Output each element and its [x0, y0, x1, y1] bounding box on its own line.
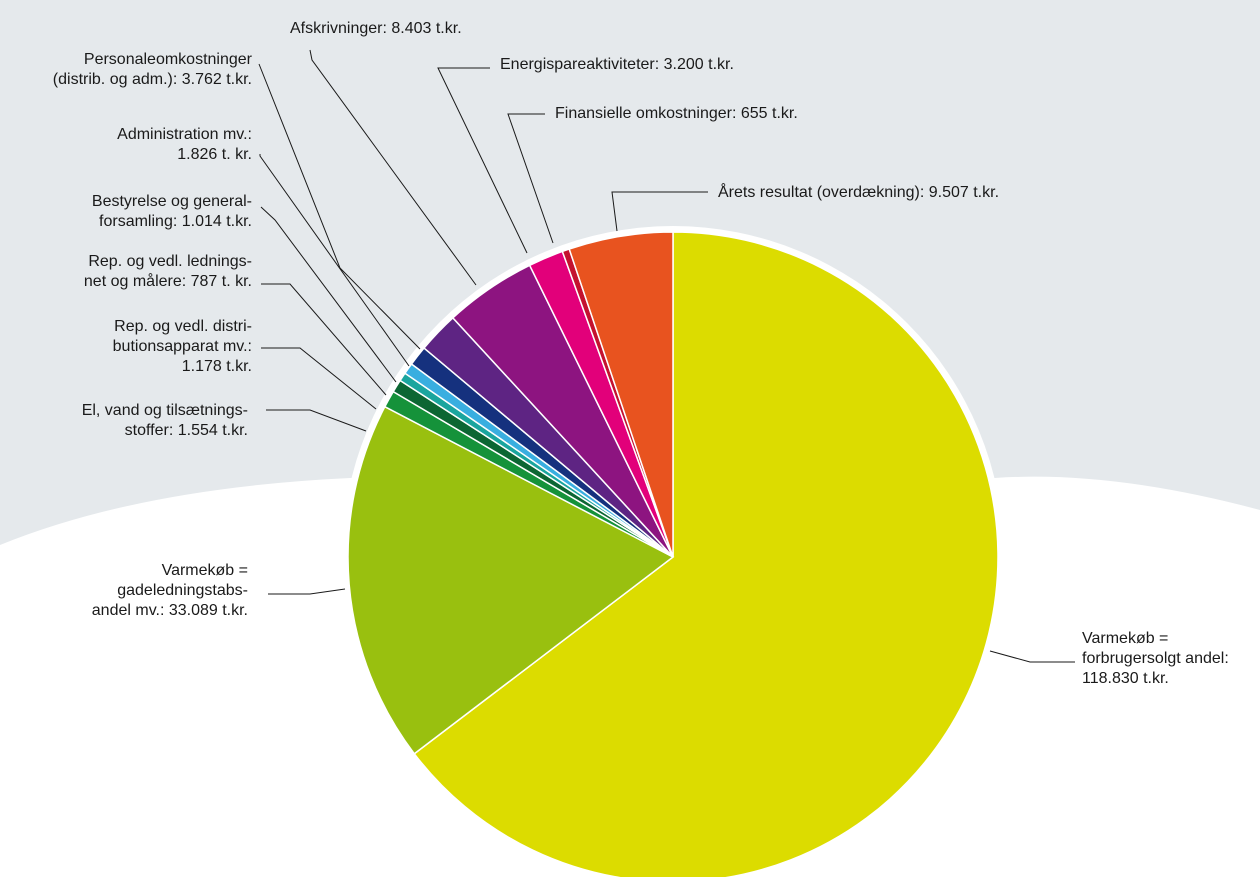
leader-line-10	[507, 113, 554, 244]
leader-lines	[258, 49, 1075, 663]
slice-label-line: El, vand og tilsætnings-	[82, 402, 248, 419]
slice-label-8: Afskrivninger: 8.403 t.kr.	[290, 20, 462, 37]
slice-label-line: gadeledningstabs-	[117, 582, 248, 599]
slice-label-line: 1.826 t. kr.	[177, 146, 252, 163]
leader-line-0	[989, 650, 1075, 663]
pie-slices	[347, 231, 999, 877]
slice-label-line: butionsapparat mv.:	[113, 338, 252, 355]
slice-label-line: Administration mv.:	[117, 126, 252, 143]
slice-label-line: Rep. og vedl. distri-	[114, 318, 252, 335]
slice-label-4: Rep. og vedl. lednings-net og målere: 78…	[84, 253, 252, 290]
slice-label-line: forbrugersolgt andel:	[1082, 650, 1229, 667]
slice-label-line: Varmekøb =	[1082, 630, 1168, 647]
pie-slice-1	[347, 405, 675, 755]
pie-slice-11	[568, 231, 674, 558]
slice-label-line: Afskrivninger: 8.403 t.kr.	[290, 20, 462, 37]
leader-line-8	[309, 49, 477, 286]
slice-label-line: (distrib. og adm.): 3.762 t.kr.	[53, 71, 252, 88]
leader-line-7	[258, 63, 421, 350]
slice-label-line: andel mv.: 33.089 t.kr.	[92, 602, 248, 619]
slice-label-3: Rep. og vedl. distri-butionsapparat mv.:…	[113, 318, 252, 375]
slice-label-11: Årets resultat (overdækning): 9.507 t.kr…	[718, 182, 999, 201]
slice-label-1: Varmekøb = gadeledningstabs-andel mv.: 33…	[92, 562, 248, 619]
leader-line-2	[266, 409, 367, 432]
slice-label-line: Finansielle omkostninger: 655 t.kr.	[555, 105, 798, 122]
slice-label-line: Personaleomkostninger	[84, 51, 253, 68]
slice-label-9: Energispareaktiviteter: 3.200 t.kr.	[500, 56, 734, 73]
leader-line-11	[611, 191, 708, 232]
leader-line-6	[259, 154, 410, 367]
leader-line-4	[261, 283, 387, 396]
slice-label-line: Bestyrelse og general-	[92, 193, 252, 210]
slice-label-line: 118.830 t.kr.	[1082, 670, 1169, 687]
slice-label-line: Årets resultat (overdækning): 9.507 t.kr…	[718, 182, 999, 201]
leader-line-1	[268, 588, 346, 595]
slice-label-6: Administration mv.: 1.826 t. kr.	[117, 126, 252, 163]
slice-label-line: Varmekøb =	[162, 562, 248, 579]
slice-label-5: Bestyrelse og general-forsamling: 1.014 …	[92, 193, 252, 230]
leader-line-9	[437, 67, 528, 254]
leader-line-5	[260, 206, 397, 383]
slice-label-line: stoffer: 1.554 t.kr.	[125, 422, 248, 439]
slice-label-line: net og målere: 787 t. kr.	[84, 272, 252, 290]
slice-label-line: forsamling: 1.014 t.kr.	[99, 213, 252, 230]
slice-label-2: El, vand og tilsætnings-stoffer: 1.554 t…	[82, 402, 248, 439]
slice-label-7: Personaleomkostninger (distrib. og adm.):…	[53, 51, 253, 88]
slice-label-0: Varmekøb = forbrugersolgt andel: 118.830 t…	[1082, 630, 1229, 687]
pie-slice-0	[413, 231, 999, 877]
slice-label-line: Rep. og vedl. lednings-	[88, 253, 252, 270]
slice-label-line: Energispareaktiviteter: 3.200 t.kr.	[500, 56, 734, 73]
leader-line-3	[261, 347, 377, 410]
slice-label-line: 1.178 t.kr.	[182, 358, 252, 375]
slice-label-10: Finansielle omkostninger: 655 t.kr.	[555, 105, 798, 122]
slice-labels: Varmekøb = forbrugersolgt andel: 118.830 t…	[53, 20, 1229, 687]
